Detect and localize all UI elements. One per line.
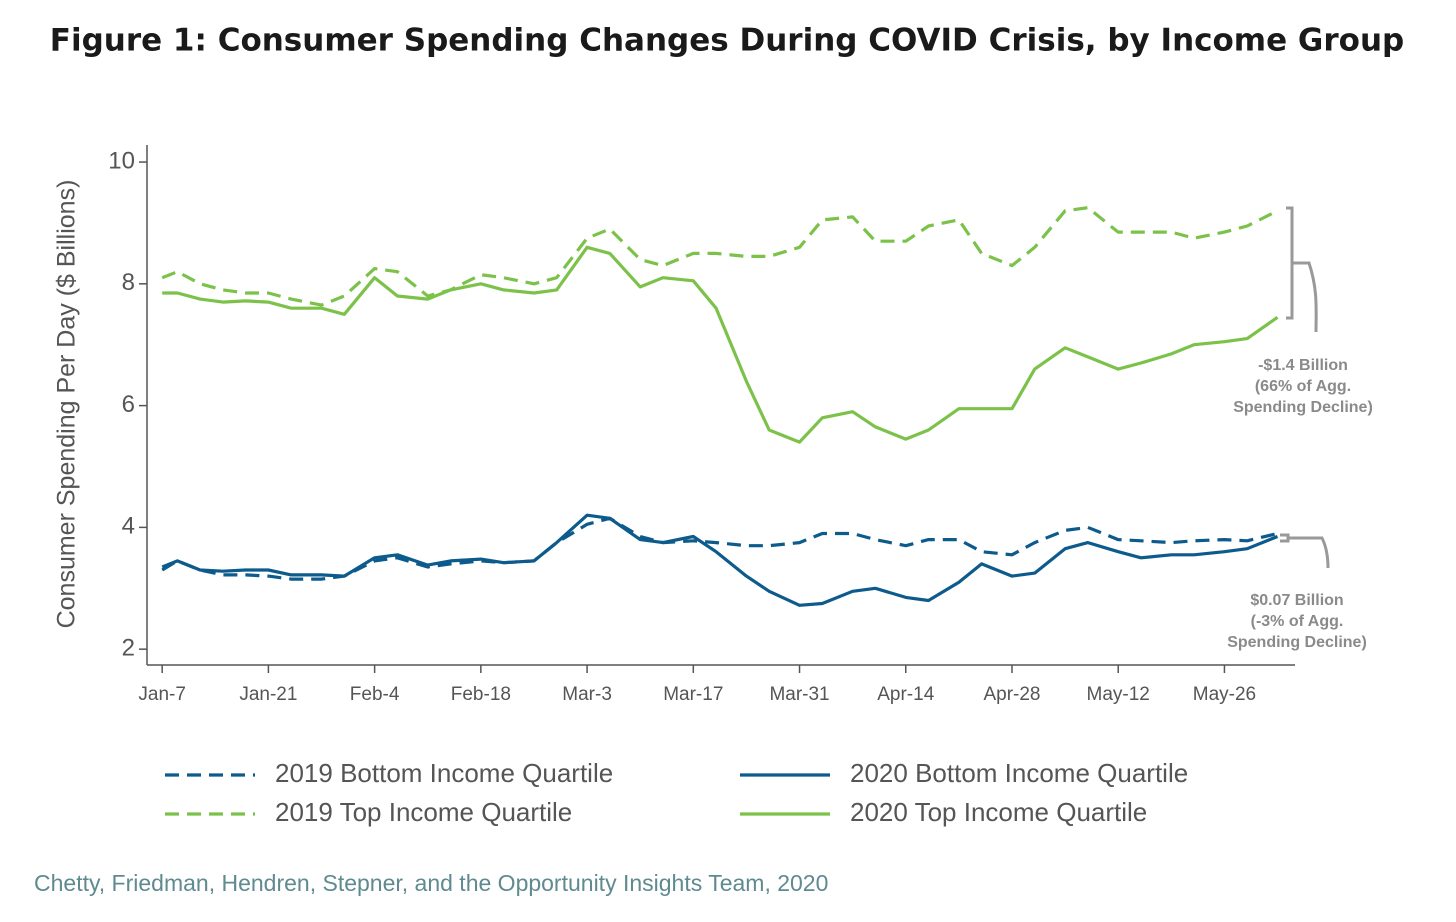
x-tick-label: Mar-17 bbox=[663, 684, 723, 705]
x-tick-label: Mar-3 bbox=[562, 684, 612, 705]
x-tick-label: Jan-21 bbox=[239, 684, 297, 705]
legend-label: 2019 Top Income Quartile bbox=[275, 797, 572, 827]
annotation: Spending Decline) bbox=[1233, 399, 1373, 416]
y-tick-label: 8 bbox=[122, 269, 135, 296]
y-tick-label: 4 bbox=[122, 513, 135, 540]
y-axis-label: Consumer Spending Per Day ($ Billions) bbox=[53, 180, 81, 629]
x-tick-label: Feb-18 bbox=[451, 684, 511, 705]
y-tick-label: 6 bbox=[122, 391, 135, 418]
x-tick-label: May-26 bbox=[1193, 684, 1256, 705]
annotation: -$1.4 Billion bbox=[1258, 357, 1348, 374]
chart-title: Figure 1: Consumer Spending Changes Duri… bbox=[50, 23, 1404, 59]
annotation: (66% of Agg. bbox=[1255, 378, 1351, 395]
x-tick-label: Feb-4 bbox=[350, 684, 400, 705]
bracket-top bbox=[1286, 206, 1318, 333]
annotation: $0.07 Billion bbox=[1250, 592, 1343, 609]
series-line bbox=[162, 245, 1279, 444]
x-tick-label: Apr-14 bbox=[877, 684, 934, 705]
x-tick-label: Mar-31 bbox=[769, 684, 829, 705]
x-tick-label: Jan-7 bbox=[138, 684, 186, 705]
series-line bbox=[161, 206, 1279, 307]
y-tick-label: 10 bbox=[108, 147, 135, 174]
annotation: (-3% of Agg. bbox=[1251, 613, 1344, 630]
annotation: Spending Decline) bbox=[1227, 634, 1367, 651]
x-tick-label: May-12 bbox=[1087, 684, 1150, 705]
y-tick-label: 2 bbox=[122, 635, 135, 662]
bracket-bottom bbox=[1280, 533, 1330, 569]
legend-label: 2020 Bottom Income Quartile bbox=[850, 758, 1188, 788]
series-line bbox=[161, 513, 1279, 607]
legend-label: 2020 Top Income Quartile bbox=[850, 797, 1147, 827]
x-tick-label: Apr-28 bbox=[983, 684, 1040, 705]
legend-label: 2019 Bottom Income Quartile bbox=[275, 758, 613, 788]
source: Chetty, Friedman, Hendren, Stepner, and … bbox=[34, 870, 828, 896]
